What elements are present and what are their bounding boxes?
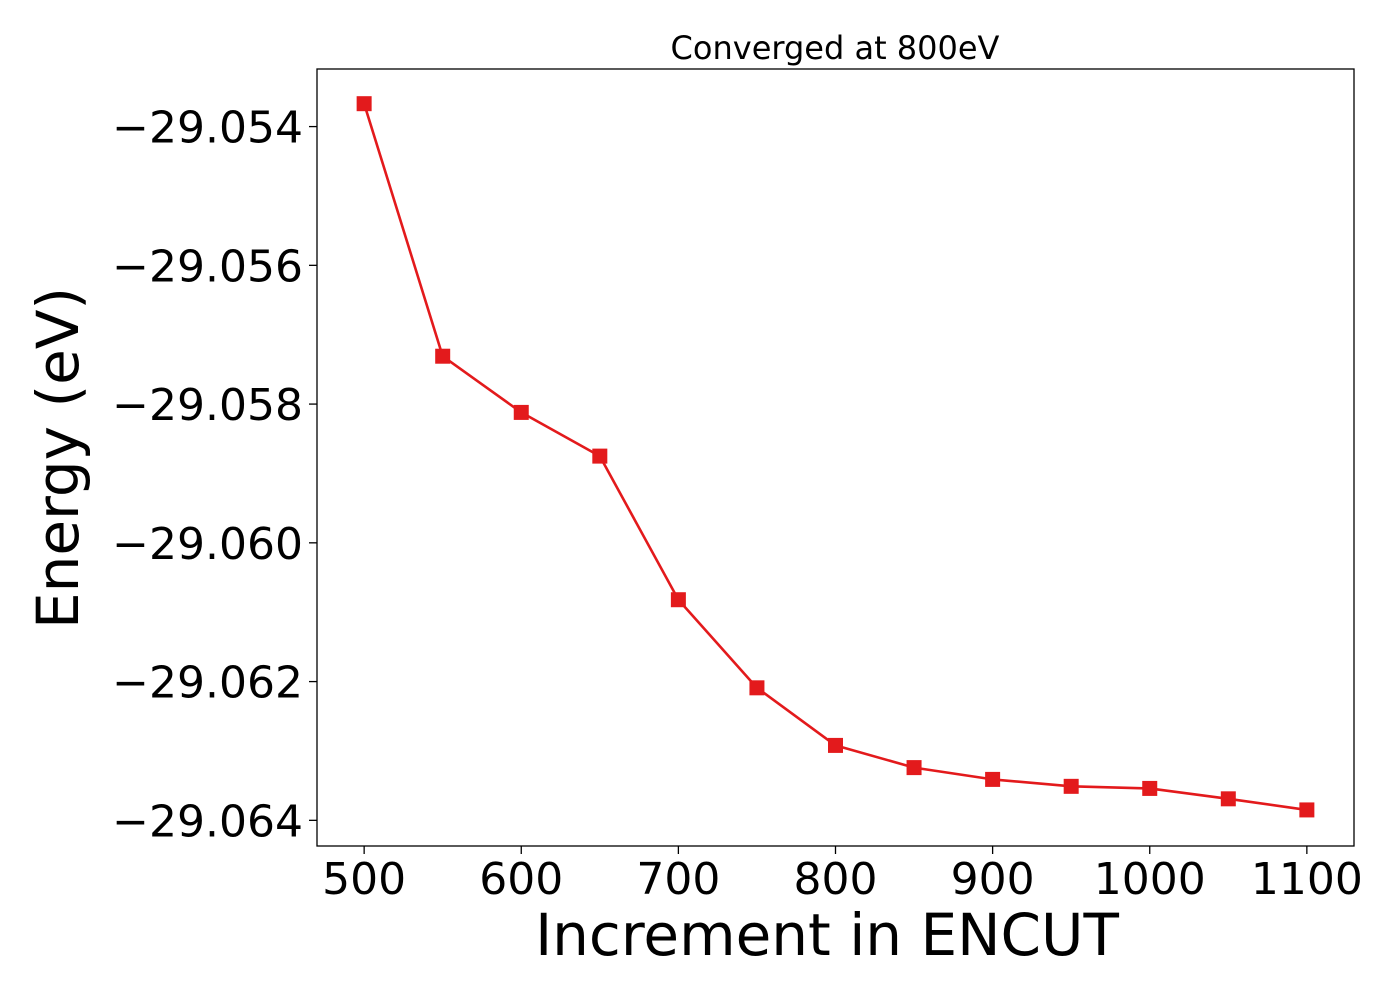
y-tick-label: −29.064 bbox=[112, 796, 303, 847]
plot-frame bbox=[316, 68, 1355, 847]
data-point bbox=[1220, 791, 1236, 807]
data-point bbox=[435, 348, 451, 364]
data-point bbox=[1299, 802, 1315, 818]
data-point bbox=[906, 760, 922, 776]
x-tick-label: 1100 bbox=[1251, 854, 1363, 905]
x-tick-label: 1000 bbox=[1094, 854, 1206, 905]
chart-title: Converged at 800eV bbox=[671, 29, 1000, 67]
x-axis-title: Increment in ENCUT bbox=[535, 901, 1119, 969]
y-tick-label: −29.056 bbox=[112, 241, 303, 292]
data-point bbox=[670, 592, 686, 608]
y-tick-label: −29.054 bbox=[112, 103, 303, 154]
data-point bbox=[592, 448, 608, 464]
x-tick-label: 500 bbox=[322, 854, 406, 905]
y-tick-label: −29.062 bbox=[112, 658, 303, 709]
series-line bbox=[362, 103, 1308, 812]
y-axis-title: Energy (eV) bbox=[24, 287, 92, 629]
data-point bbox=[513, 404, 529, 420]
x-tick-label: 700 bbox=[636, 854, 720, 905]
y-tick-label: −29.058 bbox=[112, 380, 303, 431]
x-tick-label: 900 bbox=[951, 854, 1035, 905]
data-point bbox=[985, 771, 1001, 787]
data-point bbox=[828, 737, 843, 753]
y-tick-label: −29.060 bbox=[112, 519, 303, 570]
x-tick-label: 600 bbox=[479, 854, 563, 905]
data-point bbox=[1142, 780, 1158, 796]
data-point bbox=[749, 680, 765, 696]
data-point bbox=[356, 96, 372, 112]
plot-area: 500 600 700 800 900 1000 1100 −29.054 −29.056 −29… bbox=[112, 68, 1363, 905]
data-point bbox=[1063, 778, 1079, 794]
x-tick-label: 800 bbox=[794, 854, 878, 905]
